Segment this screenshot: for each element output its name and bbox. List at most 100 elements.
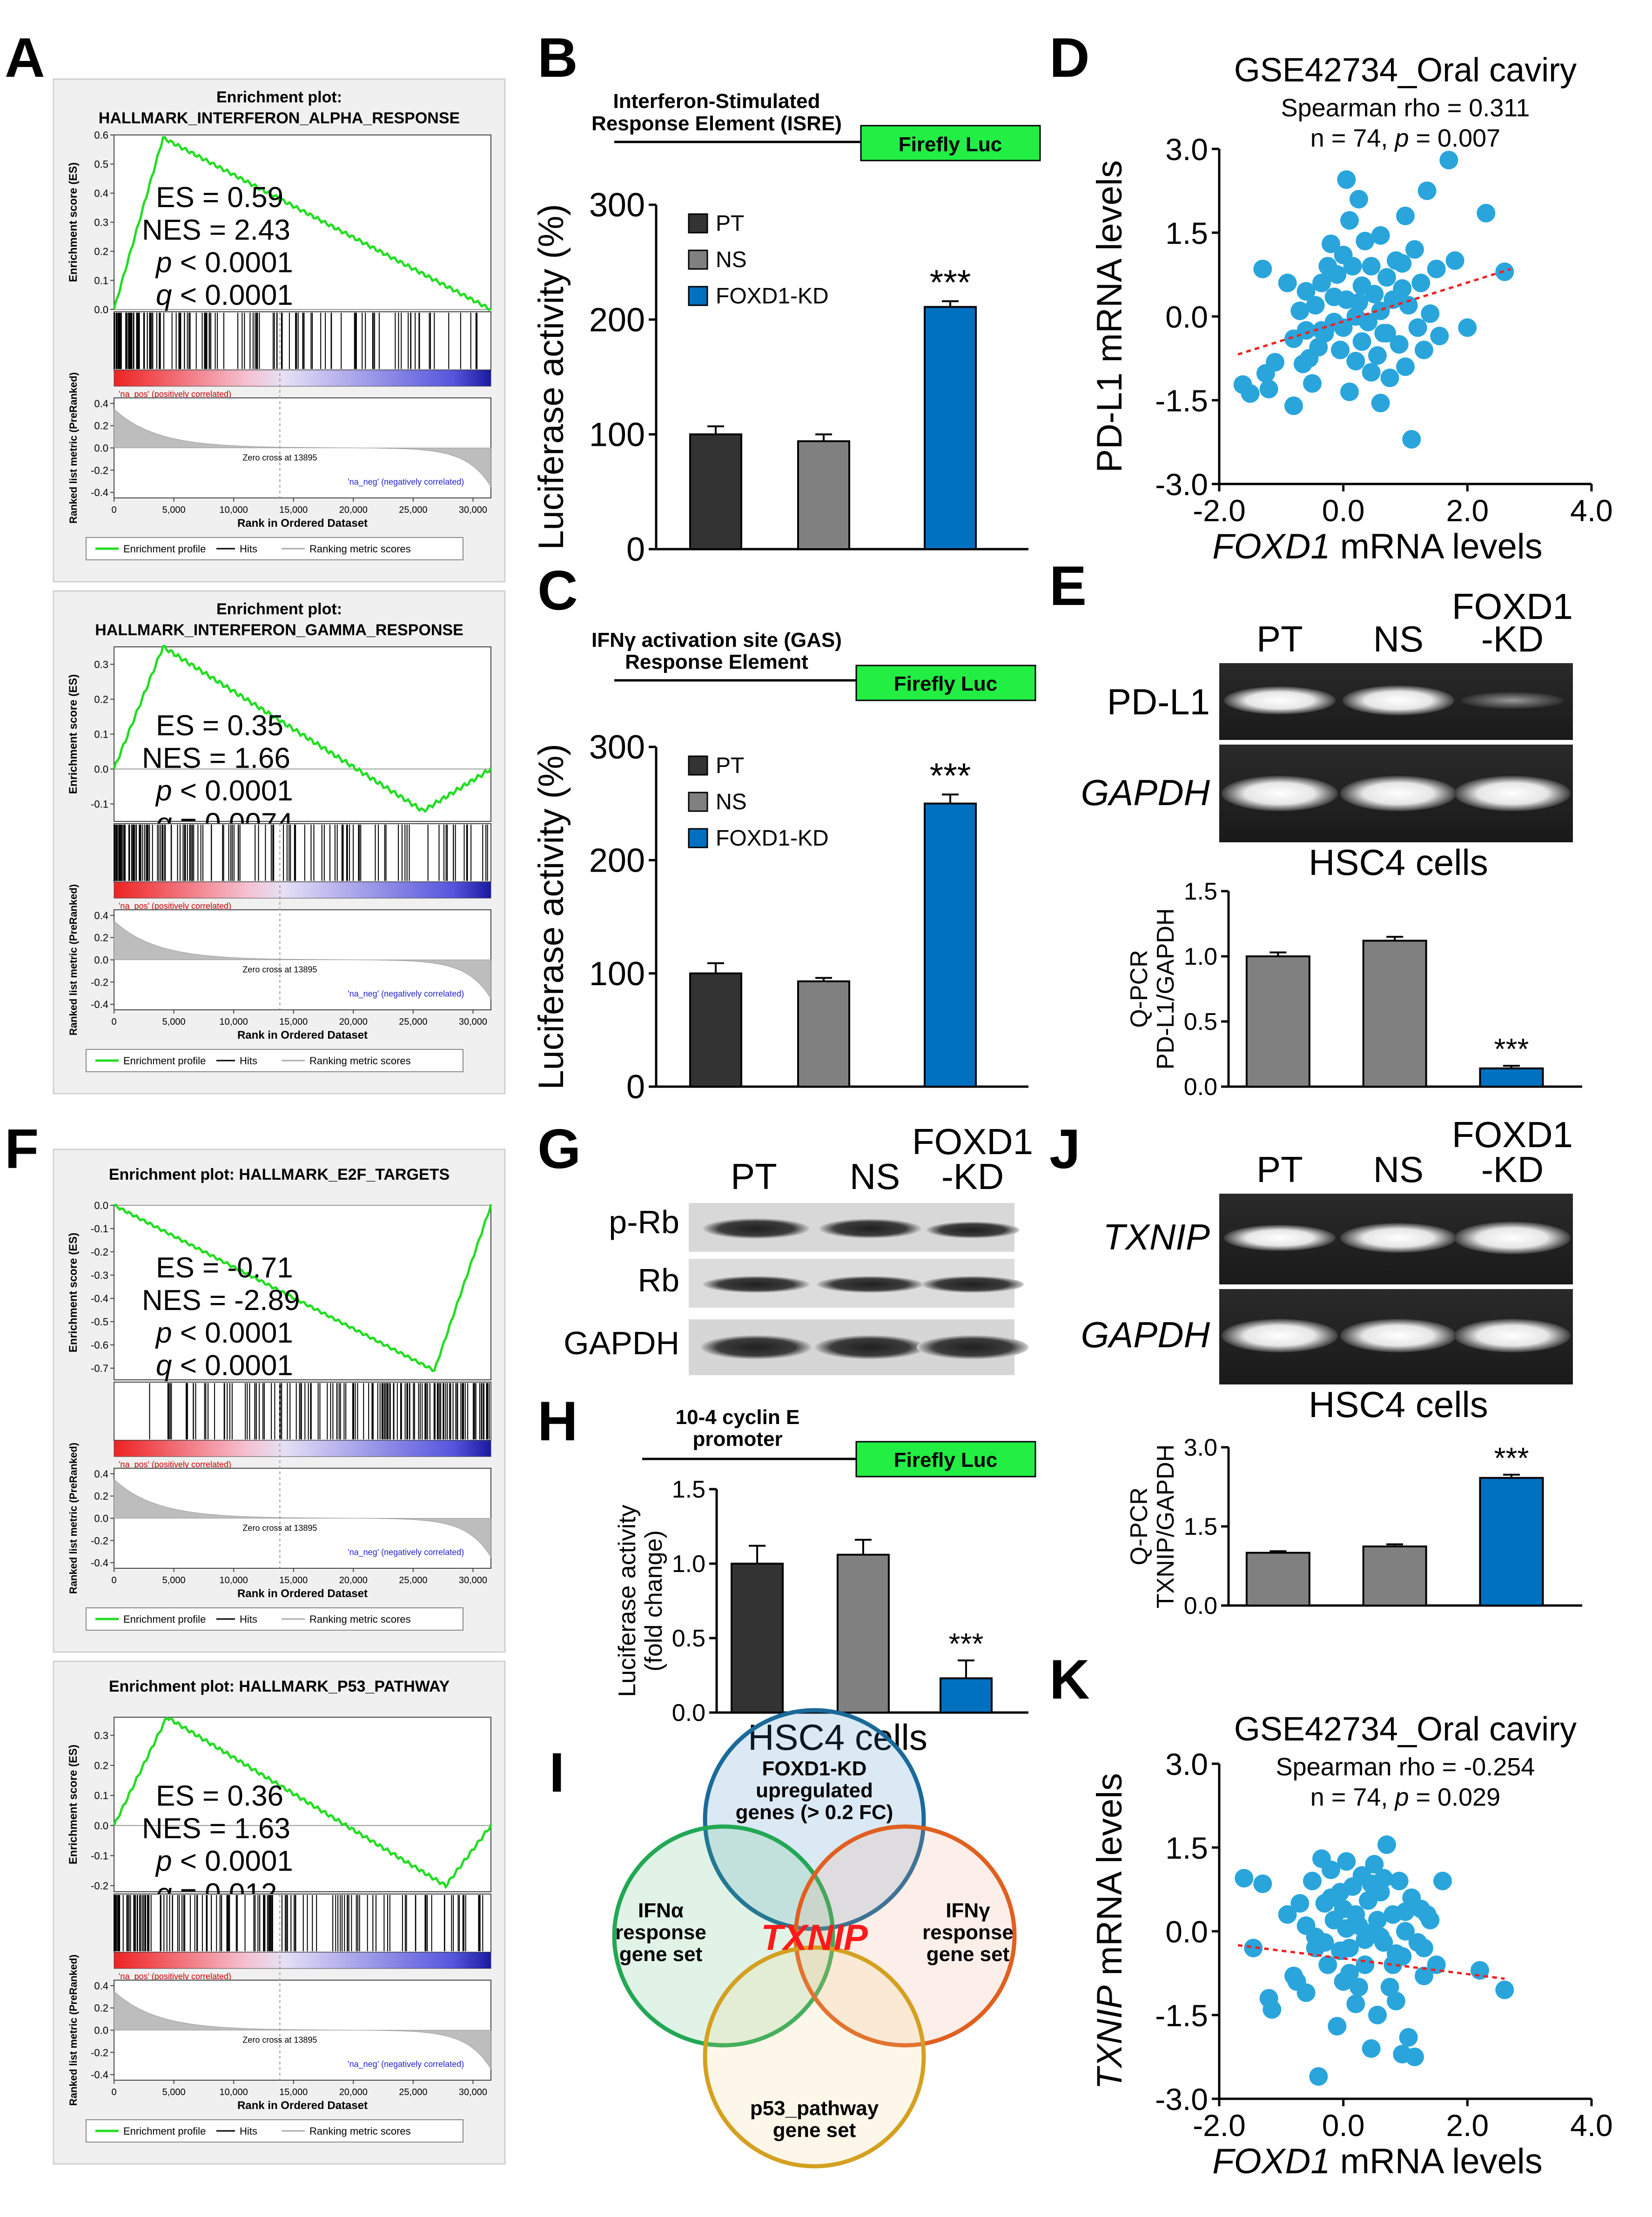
- gsea-es-stat: ES = -0.71: [156, 1252, 293, 1284]
- blot-label-prb: p-Rb: [609, 1204, 679, 1240]
- x-tick-label: 0.0: [1322, 2108, 1365, 2143]
- bar-pt: [1245, 955, 1310, 1088]
- scatter-point: [1306, 1928, 1325, 1946]
- scatter-point: [1495, 1981, 1514, 1999]
- es-tick-label: 0.5: [94, 159, 108, 170]
- scatter-point: [1303, 1872, 1322, 1890]
- firefly-luc-box: [860, 125, 1041, 161]
- legend-profile: Enrichment profile: [123, 543, 206, 555]
- scatter-point: [1445, 251, 1464, 270]
- es-tick-label: -0.7: [91, 1363, 108, 1374]
- gsea-es-stat: ES = 0.59: [156, 181, 283, 214]
- construct-c: IFNγ activation site (GAS) Response Elem…: [591, 629, 1036, 701]
- scatter-point: [1380, 369, 1399, 387]
- scatter-point: [1421, 304, 1440, 323]
- legend-hits: Hits: [240, 2125, 257, 2137]
- panel-letter-g: G: [537, 1118, 581, 1180]
- es-tick-label: 0.4: [94, 188, 108, 199]
- scatter-point: [1359, 313, 1377, 331]
- y-tick-label: 100: [589, 417, 645, 454]
- significance-stars: ***: [1494, 1032, 1529, 1066]
- es-tick-label: -0.4: [91, 1293, 108, 1304]
- x-axis-label: FOXD1 mRNA levels: [1212, 2142, 1543, 2181]
- y-tick-label: 300: [589, 187, 645, 224]
- rank-tick-label: 25,000: [399, 1017, 427, 1027]
- y-tick-label: 0.0: [672, 1700, 705, 1727]
- y-tick-label: 0.0: [1184, 1074, 1217, 1101]
- scatter-point: [1371, 394, 1390, 412]
- gel-label-gapdh: GAPDH: [1081, 772, 1210, 813]
- scatter-point: [1303, 374, 1322, 393]
- scatter-point: [1396, 207, 1415, 225]
- scatter-point: [1318, 1955, 1337, 1974]
- construct-b-line1: Interferon-Stimulated: [613, 90, 820, 113]
- gsea-title-prefix: Enrichment plot:: [216, 600, 342, 618]
- legend-label: NS: [716, 790, 747, 814]
- scatter-point: [1253, 1874, 1272, 1893]
- lane-label-kd2: -KD: [941, 1156, 1004, 1197]
- scatter-K: GSE42734_Oral caviry Spearman rho = -0.25…: [1090, 1711, 1613, 2181]
- zero-cross-label: Zero cross at 13895: [242, 2035, 317, 2044]
- panel-letter-i: I: [549, 1741, 564, 1804]
- scatter-point: [1337, 170, 1356, 189]
- es-tick-label: -0.3: [91, 1270, 108, 1281]
- gsea-legend: [86, 537, 463, 560]
- scatter-point: [1346, 1995, 1365, 2013]
- neg-label: 'na_neg' (negatively correlated): [348, 1547, 464, 1557]
- scatter-point: [1377, 1835, 1396, 1854]
- venn-left-2: response: [615, 1921, 706, 1944]
- metric-fill: [114, 408, 491, 488]
- scatter-point: [1259, 380, 1278, 398]
- scatter-point: [1340, 211, 1359, 230]
- venn-bottom-1: p53_pathway: [750, 2097, 879, 2120]
- enrichment-curve: [113, 1716, 492, 1889]
- lane-label-kd: FOXD1: [1452, 586, 1573, 627]
- gsea-title-prefix: Enrichment plot:: [216, 88, 342, 106]
- metric-tick-label: -0.4: [91, 1557, 108, 1569]
- n-p-stat: n = 74, p = 0.029: [1310, 1783, 1500, 1811]
- venn-circle-ifng: [793, 1824, 1017, 2048]
- scatter-point: [1296, 282, 1316, 301]
- es-tick-label: -0.2: [91, 1246, 108, 1258]
- scatter-point: [1263, 2000, 1282, 2019]
- rank-tick-label: 25,000: [399, 2087, 427, 2097]
- y-axis-label-2: PD-L1/GAPDH: [1152, 908, 1179, 1070]
- scatter-point: [1328, 265, 1347, 284]
- y-tick-label: 0: [626, 1068, 645, 1106]
- firefly-luc-label: Firefly Luc: [894, 1449, 998, 1471]
- legend-swatch: [688, 249, 708, 270]
- metric-tick-label: -0.4: [91, 487, 108, 498]
- es-tick-label: 0.1: [94, 1790, 108, 1801]
- rank-tick-label: 0: [111, 505, 116, 515]
- rank-color-bar: [114, 370, 491, 387]
- scatter-point: [1278, 1905, 1297, 1924]
- scatter-point: [1433, 1872, 1452, 1890]
- venn-bottom-2: gene set: [773, 2119, 856, 2142]
- y-axis-label: Luciferase activity (%): [531, 744, 571, 1089]
- scatter-point: [1477, 204, 1496, 222]
- bar-pt: [689, 972, 742, 1088]
- rank-tick-label: 5,000: [162, 2087, 186, 2097]
- n-p-stat: n = 74, p = 0.007: [1310, 124, 1500, 152]
- rank-tick-label: 30,000: [459, 1575, 487, 1585]
- metric-tick-label: -0.4: [91, 999, 108, 1010]
- metric-axis-label: Ranked list metric (PreRanked): [67, 884, 79, 1035]
- legend-swatch: [688, 286, 708, 306]
- metric-fill: [114, 920, 491, 1000]
- scatter-point: [1343, 257, 1362, 275]
- venn-circle-foxd1: [703, 1708, 926, 1931]
- legend-label: FOXD1-KD: [716, 284, 829, 309]
- scatter-plots: GSE42734_Oral caviry Spearman rho = 0.311…: [1090, 52, 1613, 2181]
- es-tick-label: -0.1: [91, 1850, 108, 1861]
- es-tick-label: 0.0: [94, 1820, 108, 1832]
- y-tick-label: -1.5: [1155, 383, 1208, 418]
- gel-label-gapdh: GAPDH: [1081, 1314, 1210, 1355]
- scatter-point: [1322, 1888, 1340, 1907]
- metric-tick-label: 0.2: [94, 2002, 108, 2014]
- bar-pt: [1245, 1552, 1310, 1607]
- lane-label-pt: PT: [1256, 618, 1303, 659]
- metric-tick-label: 0.2: [94, 932, 108, 944]
- legend-metric: Ranking metric scores: [309, 1613, 411, 1625]
- venn-right-1: IFNγ: [946, 1899, 990, 1922]
- spearman-stat: Spearman rho = -0.254: [1276, 1753, 1535, 1781]
